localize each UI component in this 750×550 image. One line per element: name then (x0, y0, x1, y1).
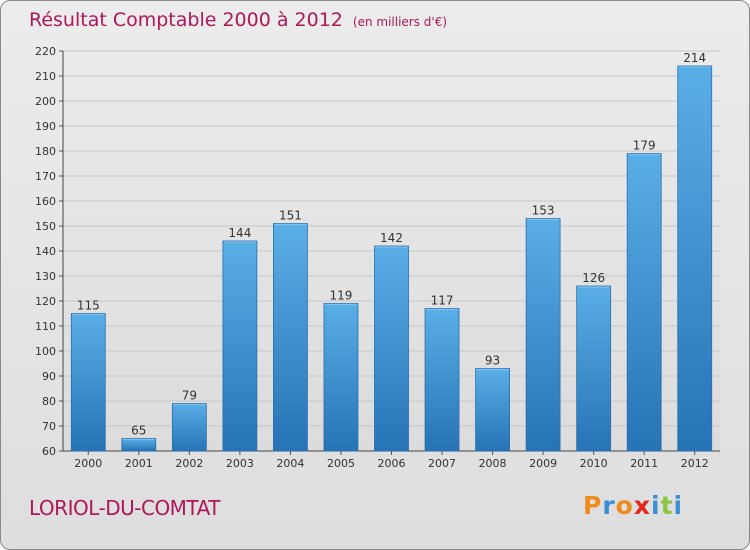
bar (525, 218, 561, 452)
bar (626, 153, 662, 452)
y-tick-label: 190 (35, 120, 56, 133)
bar (475, 368, 510, 452)
data-label: 119 (330, 289, 353, 303)
y-tick-label: 150 (35, 220, 56, 233)
data-label: 117 (431, 294, 454, 308)
data-label: 93 (485, 354, 500, 368)
data-label: 179 (633, 139, 656, 153)
y-tick-label: 140 (35, 245, 56, 258)
x-tick-label: 2001 (125, 457, 153, 470)
proxiti-logo[interactable]: Proxiti (583, 491, 683, 520)
bar (374, 245, 409, 452)
bar (424, 308, 460, 452)
bar (677, 65, 713, 452)
data-label: 115 (77, 299, 100, 313)
logo-letter: x (633, 491, 651, 520)
x-tick-label: 2004 (276, 457, 304, 470)
x-tick-label: 2010 (580, 457, 608, 470)
x-tick-label: 2007 (428, 457, 456, 470)
bar (576, 285, 612, 452)
x-tick-label: 2002 (175, 457, 203, 470)
y-tick-label: 130 (35, 270, 56, 283)
logo-letter: P (583, 491, 603, 520)
y-tick-label: 90 (42, 370, 56, 383)
bar (323, 303, 359, 452)
data-label: 142 (380, 231, 403, 245)
y-tick-label: 120 (35, 295, 56, 308)
y-tick-label: 70 (42, 420, 56, 433)
chart-unit: (en milliers d'€) (352, 15, 448, 29)
y-tick-label: 80 (42, 395, 56, 408)
town-name: LORIOL-DU-COMTAT (29, 496, 220, 520)
x-tick-label: 2011 (630, 457, 658, 470)
x-tick-label: 2009 (529, 457, 557, 470)
x-tick-label: 2008 (479, 457, 507, 470)
data-label: 79 (182, 389, 197, 403)
y-tick-label: 160 (35, 195, 56, 208)
chart-title: Résultat Comptable 2000 à 2012 (en millie… (29, 9, 447, 31)
bar (121, 438, 157, 452)
x-tick-label: 2006 (378, 457, 406, 470)
y-tick-label: 110 (35, 320, 56, 333)
bar (273, 223, 308, 452)
y-tick-label: 60 (42, 445, 56, 458)
data-label: 151 (279, 209, 302, 223)
y-tick-label: 200 (35, 95, 56, 108)
logo-letter: o (615, 491, 634, 520)
x-tick-label: 2005 (327, 457, 355, 470)
bar (171, 403, 207, 452)
logo-letter: i (673, 491, 684, 520)
logo-letter: t (660, 491, 674, 520)
y-tick-label: 180 (35, 145, 56, 158)
data-label: 144 (228, 226, 251, 240)
data-label: 65 (131, 424, 146, 438)
y-tick-label: 220 (35, 45, 56, 58)
y-tick-label: 100 (35, 345, 56, 358)
data-label: 153 (532, 204, 555, 218)
x-tick-label: 2000 (74, 457, 102, 470)
logo-letter: r (602, 491, 616, 520)
chart-title-text: Résultat Comptable 2000 à 2012 (29, 9, 343, 31)
logo-letter: i (651, 491, 661, 520)
x-tick-label: 2003 (226, 457, 254, 470)
data-label: 214 (683, 51, 706, 65)
bar (222, 240, 258, 452)
y-tick-label: 170 (35, 170, 56, 183)
x-tick-label: 2012 (681, 457, 709, 470)
bar (70, 313, 106, 452)
y-tick-label: 210 (35, 70, 56, 83)
data-label: 126 (582, 271, 605, 285)
